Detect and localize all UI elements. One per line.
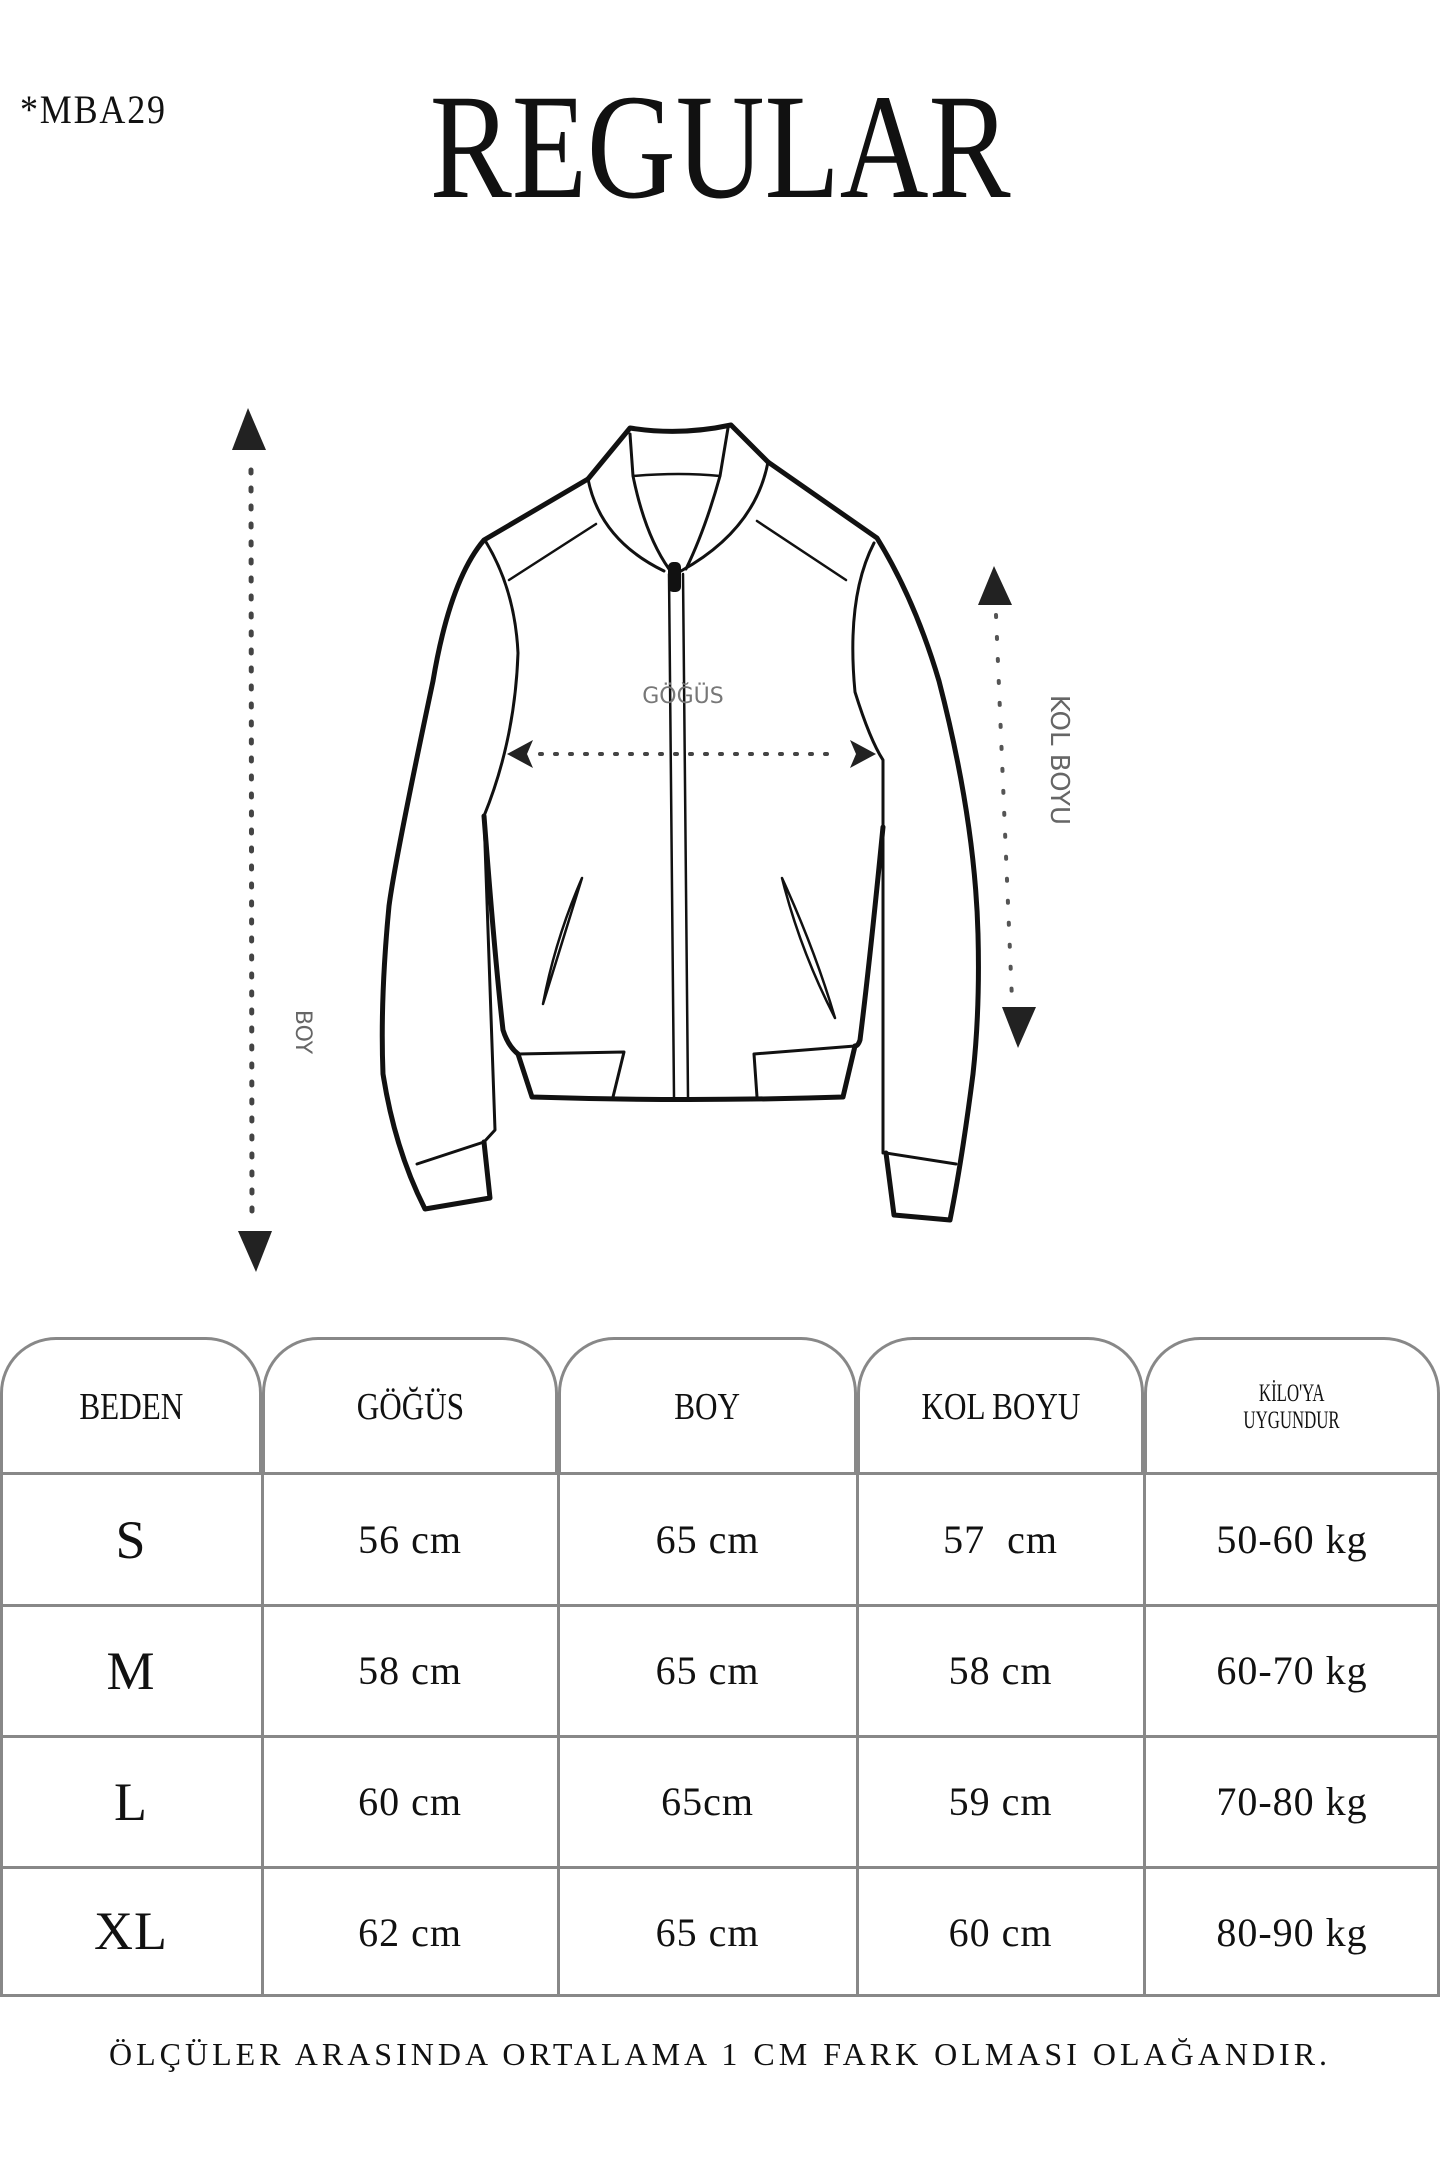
length-label: BOY [290, 1010, 315, 1055]
column-divider [557, 1474, 560, 1997]
arrow-right-icon [850, 740, 876, 768]
cell-weight: 60-70 kg [1216, 1648, 1368, 1693]
arrow-up-icon [978, 566, 1012, 605]
cell-weight: 80-90 kg [1216, 1910, 1368, 1955]
chest-arrow [507, 740, 876, 768]
cell-sleeve: 59 cm [948, 1779, 1053, 1824]
cell-length: 65 cm [655, 1910, 760, 1955]
row-divider [0, 1604, 1440, 1607]
cell-sleeve: 60 cm [948, 1910, 1053, 1955]
fit-title: REGULAR [429, 64, 1011, 230]
cell-chest: 56 cm [358, 1517, 462, 1562]
column-divider [1143, 1474, 1146, 1997]
column-divider [1437, 1474, 1440, 1997]
row-divider [0, 1735, 1440, 1738]
cell-weight: 50-60 kg [1216, 1517, 1368, 1562]
sleeve-arrow [978, 566, 1036, 1048]
header-chest: GÖĞÜS [262, 1337, 558, 1474]
header-sleeve: KOL BOYU [857, 1337, 1144, 1474]
row-divider [0, 1866, 1440, 1869]
chest-label: GÖĞÜS [642, 683, 723, 709]
jacket-measurement-diagram: BOY KOL BOYU GÖĞÜS [232, 408, 1074, 1272]
length-arrow [232, 408, 272, 1272]
column-divider [261, 1474, 264, 1997]
cell-size: S [115, 1509, 147, 1570]
cell-size: XL [94, 1900, 168, 1961]
arrow-down-icon [1002, 1007, 1036, 1048]
size-chart-table: BEDEN GÖĞÜS BOY KOL BOYU KİLO'YA UYGUNDUR… [0, 1337, 1440, 1997]
column-divider [856, 1474, 859, 1997]
product-code: *MBA29 [20, 87, 167, 132]
arrow-up-icon [232, 408, 266, 450]
cell-chest: 58 cm [358, 1648, 462, 1693]
measurement-note: ÖLÇÜLER ARASINDA ORTALAMA 1 CM FARK OLMA… [108, 2036, 1332, 2072]
column-divider [0, 1474, 3, 1997]
cell-size: L [114, 1771, 148, 1832]
row-divider [0, 1994, 1440, 1997]
header-weight: KİLO'YA UYGUNDUR [1144, 1337, 1440, 1474]
cell-sleeve: 58 cm [948, 1648, 1053, 1693]
sleeve-label: KOL BOYU [1044, 695, 1074, 825]
cell-length: 65 cm [655, 1517, 760, 1562]
arrow-left-icon [507, 740, 533, 768]
row-divider [0, 1472, 1440, 1475]
zipper-pull-icon [668, 562, 681, 592]
cell-length: 65 cm [655, 1648, 760, 1693]
cell-chest: 60 cm [358, 1779, 462, 1824]
cell-length: 65cm [661, 1779, 754, 1824]
cell-sleeve: 57 cm [943, 1517, 1058, 1562]
arrow-down-icon [238, 1231, 272, 1272]
cell-size: M [106, 1640, 156, 1701]
cell-weight: 70-80 kg [1216, 1779, 1368, 1824]
header-length: BOY [558, 1337, 857, 1474]
header-size: BEDEN [0, 1337, 262, 1474]
jacket-illustration [379, 422, 981, 1223]
cell-chest: 62 cm [358, 1910, 462, 1955]
